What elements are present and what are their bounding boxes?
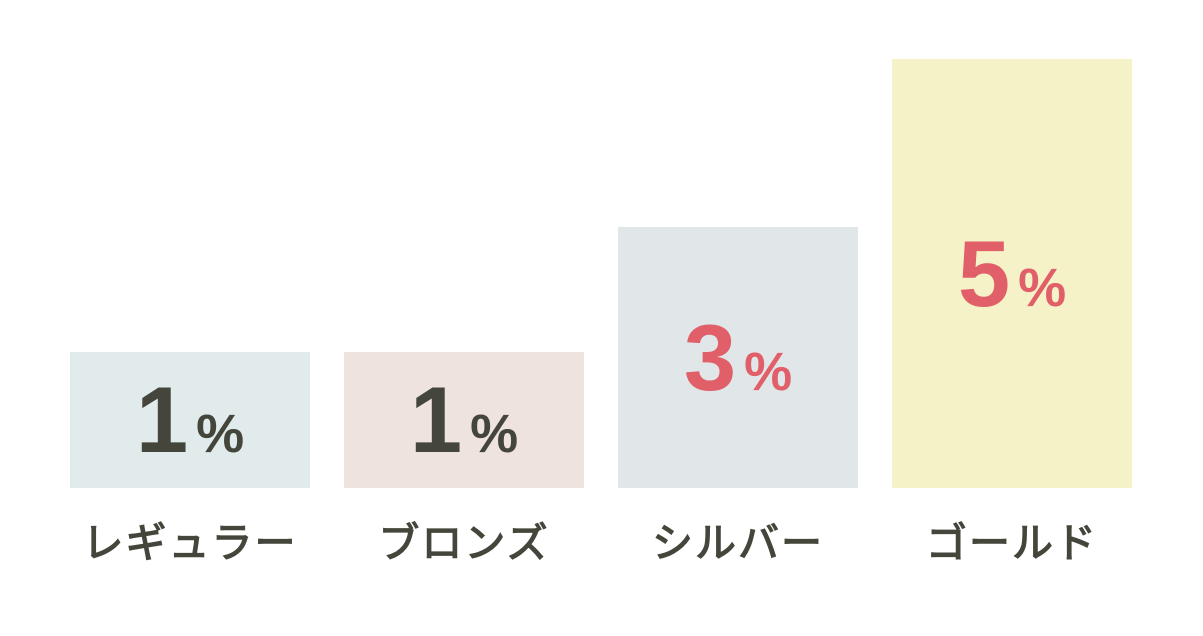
bar-value-number: 1 xyxy=(409,367,463,472)
bar-column-gold: 5 % ゴールド xyxy=(892,59,1132,566)
bar-regular: 1 % xyxy=(70,352,310,488)
bar-bronze: 1 % xyxy=(344,352,584,488)
bar-column-bronze: 1 % ブロンズ xyxy=(344,352,584,566)
bar-silver: 3 % xyxy=(618,227,858,488)
bar-value-label: 5 % xyxy=(957,220,1067,326)
bar-category-label: ブロンズ xyxy=(378,520,550,566)
bar-value-number: 1 xyxy=(135,367,189,472)
bar-category-label: レギュラー xyxy=(82,520,298,566)
percent-sign: % xyxy=(196,404,245,464)
bar-chart: 1 % レギュラー 1 % ブロンズ 3 % シルバー 5 % xyxy=(70,59,1132,566)
bar-value-label: 1 % xyxy=(136,373,244,467)
bar-value-number: 5 xyxy=(957,220,1011,326)
bar-gold: 5 % xyxy=(892,59,1132,488)
percent-sign: % xyxy=(470,404,519,464)
bar-category-label: シルバー xyxy=(652,520,824,566)
bar-category-label: ゴールド xyxy=(926,520,1098,566)
percent-sign: % xyxy=(744,341,793,402)
percent-sign: % xyxy=(1018,257,1067,318)
bar-value-number: 3 xyxy=(683,304,737,410)
bar-value-label: 1 % xyxy=(410,373,518,467)
bar-column-silver: 3 % シルバー xyxy=(618,227,858,566)
bar-value-label: 3 % xyxy=(683,304,793,410)
bar-column-regular: 1 % レギュラー xyxy=(70,352,310,566)
